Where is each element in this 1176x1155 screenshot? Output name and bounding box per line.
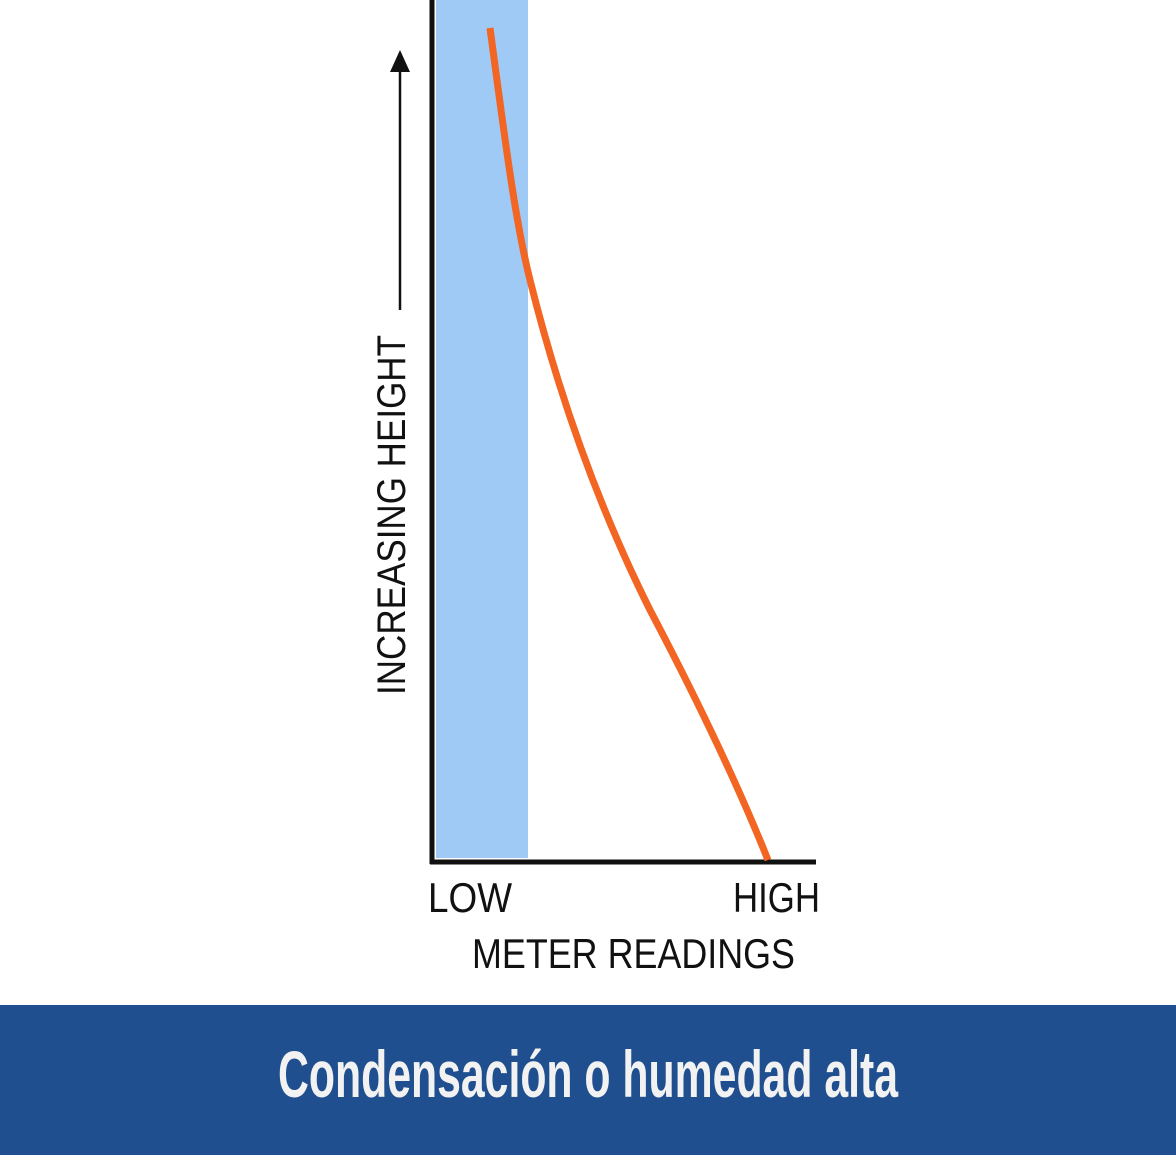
x-axis-label: METER READINGS	[472, 930, 795, 977]
y-axis-label: INCREASING HEIGHT	[370, 335, 414, 695]
high-label: HIGH	[733, 874, 820, 921]
low-label: LOW	[428, 874, 512, 921]
background	[0, 0, 1176, 1005]
banner	[0, 1005, 1176, 1155]
reading-curve	[486, 27, 772, 862]
banner-title: Condensación o humedad alta	[278, 1037, 899, 1111]
arrow-head	[390, 50, 410, 72]
low-zone	[436, 0, 528, 858]
